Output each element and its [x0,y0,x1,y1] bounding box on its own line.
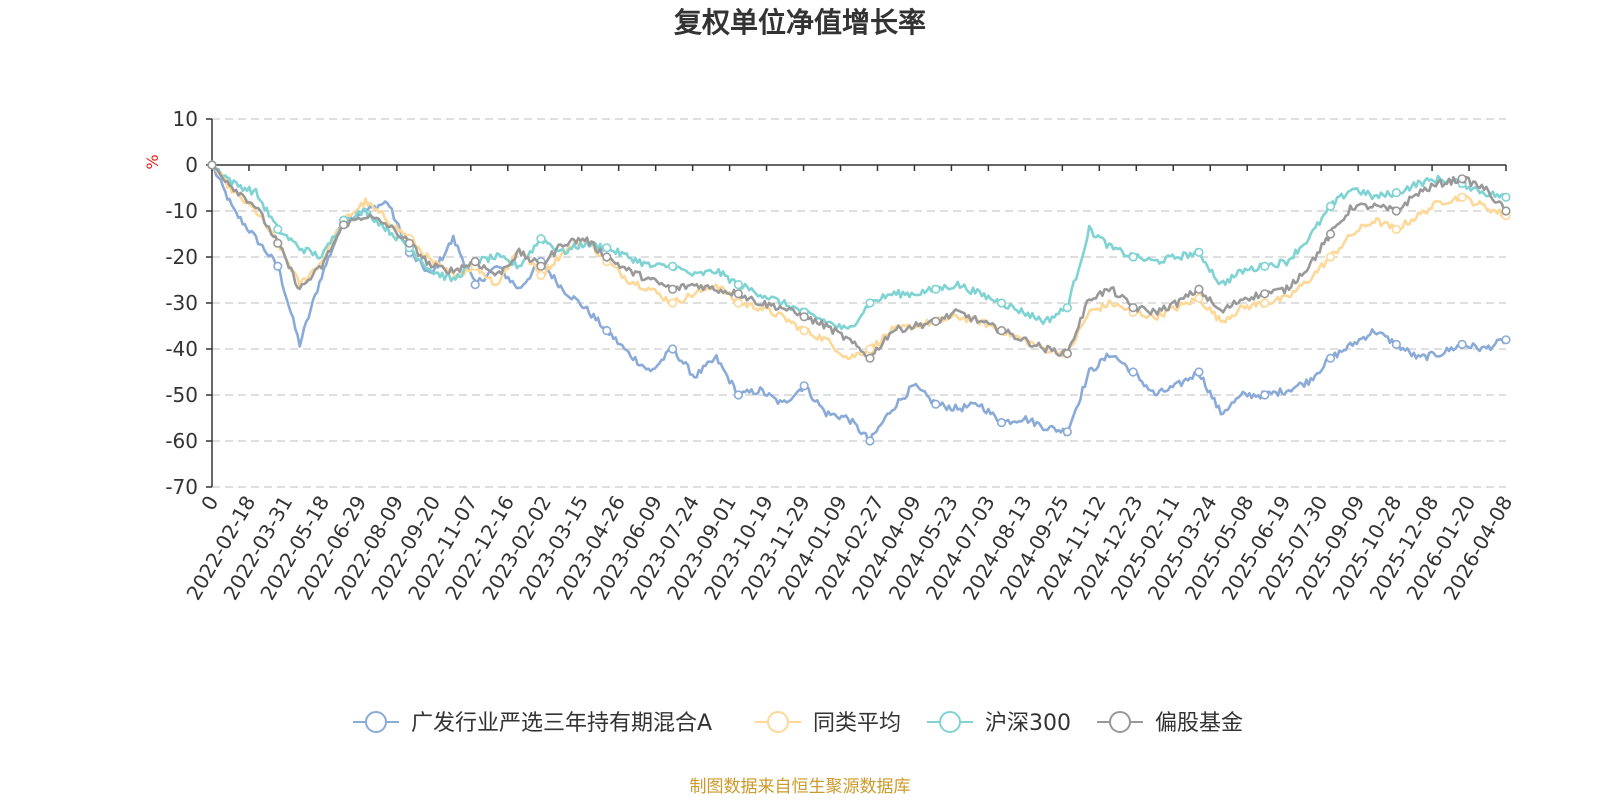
data-point [931,284,941,294]
data-point [667,298,678,308]
data-point [1391,188,1401,198]
data-point [1128,367,1138,377]
data-point [470,280,480,290]
series-group [207,160,1511,446]
y-tick-label: -60 [165,429,198,453]
data-point [1260,390,1270,400]
series-line [210,164,1508,443]
data-point [1325,353,1336,363]
series-layer [207,160,1511,446]
data-point [1501,206,1511,216]
data-point [1194,247,1204,257]
legend-item[interactable]: 同类平均 [755,711,901,736]
data-point [931,399,941,409]
series-group [207,160,1511,363]
data-point [1128,303,1138,313]
data-point [1194,293,1204,304]
y-axis-unit-label: % [143,154,162,169]
data-point [865,436,875,446]
y-tick-label: 10 [173,107,198,131]
data-point [1391,206,1401,216]
data-point [733,390,743,400]
legend-circle-icon [939,711,961,733]
data-point [1194,367,1204,377]
data-point [865,298,875,308]
y-tick-label: -70 [165,475,198,499]
legend-circle-icon [767,711,789,733]
y-tick-label: -30 [165,291,198,315]
data-point [799,381,809,391]
legend-item[interactable]: 广发行业严选三年持有期混合A [353,711,712,736]
data-point [1457,192,1467,202]
data-point [536,261,546,271]
data-point [865,344,875,354]
legend-label: 沪深300 [985,711,1071,736]
data-point [404,238,414,248]
data-point [1325,252,1336,262]
legend-label: 同类平均 [813,711,901,736]
data-point [1194,284,1204,294]
data-point [1325,229,1336,239]
data-point [931,316,941,327]
data-point [1062,427,1072,437]
x-tick-label: 0 [196,492,223,515]
data-point [1260,261,1270,271]
data-point [1457,174,1467,184]
data-point [207,160,217,170]
data-point [536,234,546,244]
legend-circle-icon [1109,711,1131,733]
legend-label: 广发行业严选三年持有期混合A [411,711,712,736]
y-tick-label: -20 [165,245,198,269]
data-point [273,238,283,248]
data-point [667,344,678,354]
data-point [799,326,809,336]
legend-label: 偏股基金 [1155,711,1243,736]
series-line [211,163,1508,331]
data-point [602,243,612,253]
data-point [1062,349,1072,359]
data-point [1391,339,1401,350]
chart-title: 复权单位净值增长率 [674,6,926,39]
data-point [1391,224,1401,234]
data-point [733,298,743,308]
data-point [1128,252,1138,262]
data-point [1260,289,1270,299]
data-point [1457,339,1467,350]
data-point [865,353,875,363]
y-tick-label: -10 [165,199,198,223]
series-line [211,164,1507,363]
series-group [207,160,1511,331]
data-point [1325,201,1336,211]
data-point [733,289,743,299]
data-point [1501,192,1511,202]
data-point [667,261,678,271]
data-point [602,252,612,262]
y-tick-label: -50 [165,383,198,407]
data-point [667,284,678,294]
data-source-note: 制图数据来自恒生聚源数据库 [690,777,911,797]
data-point [799,312,809,322]
data-point [996,326,1007,336]
legend: 广发行业严选三年持有期混合A 同类平均 沪深300 偏股基金 [353,711,1243,736]
data-point [602,326,612,336]
series-line [211,163,1507,361]
data-point [470,257,480,267]
y-tick-label: 0 [185,153,198,177]
legend-circle-icon [365,711,387,733]
data-point [996,418,1007,428]
data-point [273,261,283,271]
data-point [1062,303,1072,313]
data-point [273,224,283,234]
data-point [536,270,546,281]
data-point [1501,335,1511,345]
legend-item[interactable]: 沪深300 [927,711,1071,736]
legend-item[interactable]: 偏股基金 [1097,711,1243,736]
data-point [338,220,349,230]
data-point [1260,298,1270,308]
data-point [996,298,1007,308]
data-point [733,280,743,290]
y-tick-label: -40 [165,337,198,361]
